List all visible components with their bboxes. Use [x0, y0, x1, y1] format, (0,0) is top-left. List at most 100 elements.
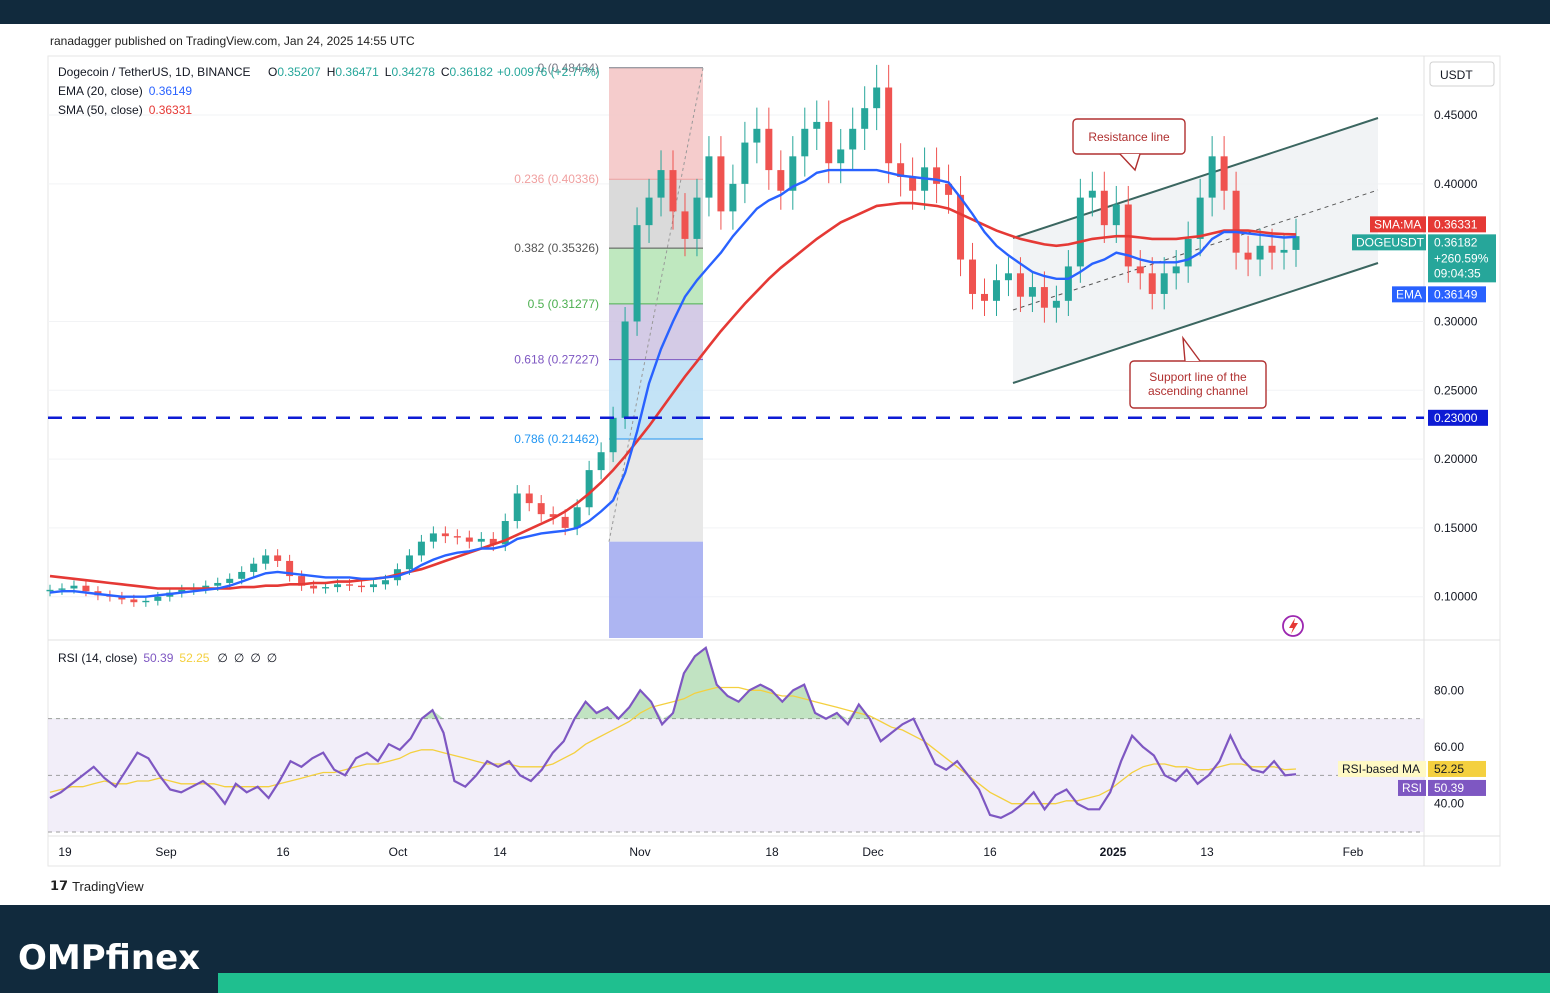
- candle: [1136, 250, 1144, 290]
- y-tick-label: 0.25000: [1434, 383, 1478, 397]
- channel-fill: [1013, 118, 1378, 383]
- candle: [992, 264, 1000, 317]
- candle: [789, 136, 797, 210]
- y-tick-label: 0.10000: [1434, 590, 1478, 604]
- candle: [777, 150, 785, 210]
- svg-text:EMA: EMA: [1396, 287, 1422, 301]
- candle: [909, 157, 917, 210]
- fib-level-label: 0.382 (0.35326): [514, 241, 599, 255]
- candle: [1076, 178, 1084, 283]
- tradingview-logo: 𝟭𝟳 TradingView: [50, 878, 144, 894]
- candle: [861, 86, 869, 151]
- candle: [837, 128, 845, 184]
- candle: [142, 596, 150, 607]
- y-tick-label: 0.20000: [1434, 452, 1478, 466]
- candle: [669, 150, 677, 230]
- top-bar: [0, 0, 1550, 24]
- candle: [813, 100, 821, 151]
- candle: [46, 584, 54, 597]
- y-tick-label: 0.30000: [1434, 314, 1478, 328]
- candle: [441, 526, 449, 544]
- candle: [250, 557, 258, 578]
- candle: [957, 175, 965, 277]
- tradingview-mark-icon: 𝟭𝟳: [50, 878, 69, 893]
- svg-text:50.39: 50.39: [1434, 781, 1464, 795]
- x-tick-label: Nov: [629, 845, 650, 859]
- candle: [537, 495, 545, 522]
- svg-text:SMA:MA: SMA:MA: [1374, 217, 1421, 231]
- sma50-line: [49, 201, 1297, 590]
- candle: [885, 64, 893, 184]
- fib-level-label: 0.5 (0.31277): [528, 297, 599, 311]
- svg-text:SMA (50, close)0.36331: SMA (50, close) 0.36331: [58, 103, 192, 117]
- candle: [453, 529, 461, 545]
- candle: [897, 143, 905, 197]
- rsi-y-tick: 60.00: [1434, 740, 1464, 754]
- x-tick-label: 16: [276, 845, 290, 859]
- resistance-callout-text: Resistance line: [1088, 130, 1170, 144]
- rsi-badge: RSI 50.39: [1398, 779, 1486, 796]
- candle: [1184, 221, 1192, 283]
- x-tick-label: 13: [1200, 845, 1214, 859]
- fib-band: [609, 67, 703, 180]
- candle: [202, 580, 210, 594]
- lightning-icon[interactable]: [1282, 615, 1304, 637]
- candle: [1280, 232, 1288, 270]
- ohlc-l-label: L: [385, 65, 392, 79]
- candle: [1196, 178, 1204, 257]
- rsi-extra-3: ∅: [267, 651, 277, 665]
- y-tick-label: 0.45000: [1434, 108, 1478, 122]
- ohlc-c-label: C: [441, 65, 450, 79]
- ohlc-open: 0.35207: [277, 65, 321, 79]
- x-tick-label: Feb: [1343, 845, 1364, 859]
- fib-level-label: 0 (0.48434): [538, 61, 599, 75]
- fib-trend-line: [608, 68, 704, 542]
- candle: [262, 549, 270, 570]
- candle: [1148, 257, 1156, 310]
- svg-text:09:04:35: 09:04:35: [1434, 266, 1481, 280]
- candle: [1100, 171, 1108, 243]
- rsi-extra-2: ∅: [250, 651, 260, 665]
- currency-label: USDT: [1440, 68, 1473, 82]
- candle: [1112, 185, 1120, 243]
- candle: [585, 460, 593, 516]
- candle: [429, 526, 437, 549]
- ohlc-o-label: O: [268, 65, 277, 79]
- currency-button[interactable]: [1429, 61, 1495, 87]
- fib-band: [609, 438, 703, 542]
- sma-ma-badge: SMA:MA 0.36331: [1370, 216, 1486, 233]
- sma-legend-value: 0.36331: [149, 103, 193, 117]
- rsi-ma-badge: RSI-based MA 52.25: [1338, 760, 1486, 777]
- x-tick-label: 14: [493, 845, 507, 859]
- candle: [417, 534, 425, 562]
- candle: [477, 532, 485, 549]
- fib-band: [609, 541, 703, 638]
- ohlc-change: +0.00976 (+2.77%): [497, 65, 600, 79]
- candle: [178, 584, 186, 598]
- ohlc-low: 0.34278: [391, 65, 435, 79]
- fib-band: [609, 179, 703, 249]
- fib-level-label: 0.618 (0.27227): [514, 353, 599, 367]
- svg-text:RSI-based MA: RSI-based MA: [1342, 762, 1420, 776]
- rsi-y-tick: 40.00: [1434, 797, 1464, 811]
- candle: [513, 485, 521, 529]
- doge-price-badge: DOGEUSDT 0.36182 +260.59%09:04:35: [1352, 234, 1496, 283]
- x-tick-label: 19: [58, 845, 72, 859]
- candle: [657, 150, 665, 217]
- candle: [1172, 250, 1180, 290]
- ema-badge: EMA 0.36149: [1392, 286, 1486, 303]
- sma-legend-label: SMA (50, close): [58, 103, 143, 117]
- candle: [525, 485, 533, 512]
- candle: [274, 549, 282, 568]
- candle: [849, 107, 857, 170]
- candle: [1208, 136, 1216, 217]
- candle: [1088, 171, 1096, 217]
- rsi-legend-value: 50.39: [143, 651, 173, 665]
- svg-text:+260.59%: +260.59%: [1434, 251, 1489, 265]
- candle: [286, 554, 294, 582]
- candle: [58, 583, 66, 595]
